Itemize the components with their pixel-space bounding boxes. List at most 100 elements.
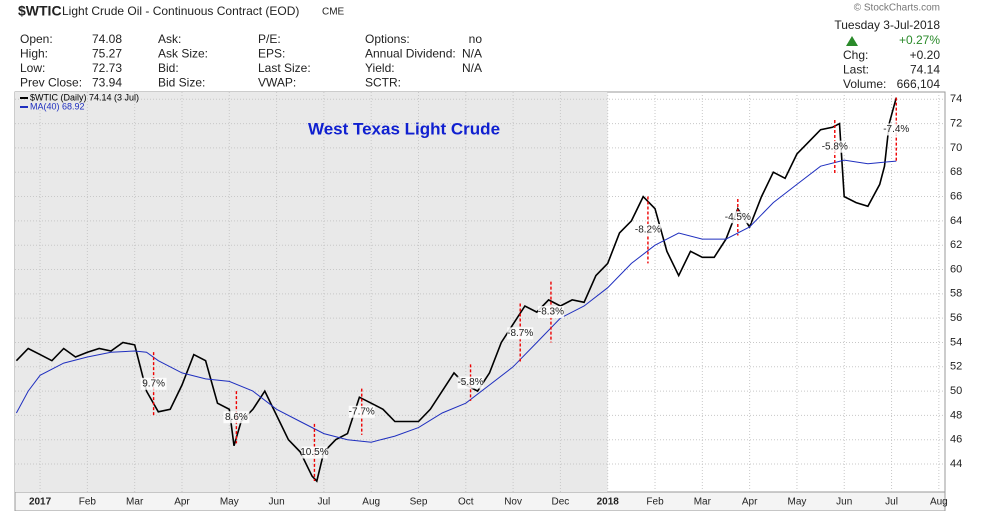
price-line [15,159,897,443]
label-bg [537,306,564,319]
label-bg [634,223,661,236]
x-tick-label: Oct [458,497,474,508]
y-tick-label: 56 [950,312,962,324]
x-tick-label: Jul [885,497,898,508]
drop-label: -5.8% [457,377,483,388]
date: Tuesday 3-Jul-2018 [834,18,940,32]
y-tick-label: 50 [950,385,962,397]
field-label: Annual Dividend: [365,47,456,61]
field-label: High: [20,47,48,61]
quote-label: Last: [843,63,869,77]
field-label: EPS: [258,47,285,61]
label-bg [223,411,250,424]
field-label: Options: [365,32,410,46]
field-value: N/A [462,61,482,75]
label-bg [724,211,751,224]
quote-label: Chg: [843,48,868,62]
watermark: © StockCharts.com [854,3,940,14]
drop-label: -4.5% [725,212,751,223]
up-arrow [846,36,858,46]
drop-label: -7.7% [349,406,375,417]
quote-value: 666,104 [897,77,941,91]
y-tick-label: 68 [950,166,962,178]
field-value: 74.08 [92,32,122,46]
field-label: VWAP: [258,76,296,90]
drop-label: 10.5% [300,447,328,458]
x-tick-label: Mar [126,497,144,508]
y-tick-label: 64 [950,215,962,227]
label-bg [457,376,484,389]
field-label: P/E: [258,32,281,46]
quote-label: Volume: [843,77,886,91]
y-tick-label: 66 [950,190,962,202]
field-value: 73.94 [92,76,122,90]
label-bg [348,405,375,418]
x-tick-label: Nov [504,497,522,508]
x-tick-label: Apr [174,497,190,508]
quote-value: 74.14 [910,63,940,77]
y-tick-label: 44 [950,458,962,470]
y-tick-label: 48 [950,409,962,421]
exchange: CME [322,7,345,18]
drop-label: 9.7% [142,378,165,389]
field-label: Bid: [158,61,179,75]
change-pct: +0.27% [899,33,940,47]
y-tick-label: 54 [950,336,962,348]
x-tick-label: Jul [317,497,330,508]
drop-label: 8.6% [225,412,248,423]
x-tick-label: Mar [694,497,712,508]
y-tick-label: 62 [950,239,962,251]
x-tick-label: Feb [646,497,664,508]
x-tick-label: May [787,497,806,508]
x-tick-label: Jun [836,497,852,508]
field-label: Ask Size: [158,47,208,61]
field-label: Ask: [158,32,181,46]
drop-label: -8.2% [635,225,661,236]
y-tick-label: 72 [950,118,962,130]
y-tick-label: 58 [950,288,962,300]
drop-label: -8.7% [507,328,533,339]
field-value: no [469,32,483,46]
y-tick-label: 52 [950,361,962,373]
field-label: Bid Size: [158,76,205,90]
field-label: Yield: [365,61,395,75]
field-label: Open: [20,32,53,46]
drop-label: -8.3% [538,307,564,318]
field-value: N/A [462,47,482,61]
x-tick-label: Jun [269,497,285,508]
field-label: SCTR: [365,76,401,90]
x-tick-label: May [220,497,239,508]
label-bg [821,140,848,153]
field-value: 75.27 [92,47,122,61]
label-bg [301,446,328,459]
drop-label: -7.4% [883,124,909,135]
y-tick-label: 60 [950,263,962,275]
drop-label: -5.8% [822,141,848,152]
symbol: $WTIC [18,3,62,19]
label-bg [507,327,534,340]
year-shade [15,92,608,492]
field-value: 72.73 [92,61,122,75]
label-bg [140,377,167,390]
chart-title: West Texas Light Crude [308,119,500,138]
x-tick-label: Aug [362,497,380,508]
field-label: Prev Close: [20,76,82,90]
label-bg [883,123,910,136]
field-label: Low: [20,61,45,75]
y-tick-label: 70 [950,142,962,154]
x-tick-label: Feb [79,497,97,508]
quote-value: +0.20 [910,48,941,62]
legend-label: MA(40) 68.92 [30,101,85,111]
x-tick-label: Dec [552,497,570,508]
x-tick-label: 2017 [29,497,52,508]
legend-label: $WTIC (Daily) 74.14 (3 Jul) [30,92,139,102]
name: Light Crude Oil - Continuous Contract (E… [62,4,299,18]
y-tick-label: 74 [950,93,962,105]
field-label: Last Size: [258,61,311,75]
x-tick-label: Apr [742,497,758,508]
x-tick-label: Aug [930,497,948,508]
x-tick-label: Sep [410,497,428,508]
x-tick-label: 2018 [597,497,620,508]
y-tick-label: 46 [950,434,962,446]
